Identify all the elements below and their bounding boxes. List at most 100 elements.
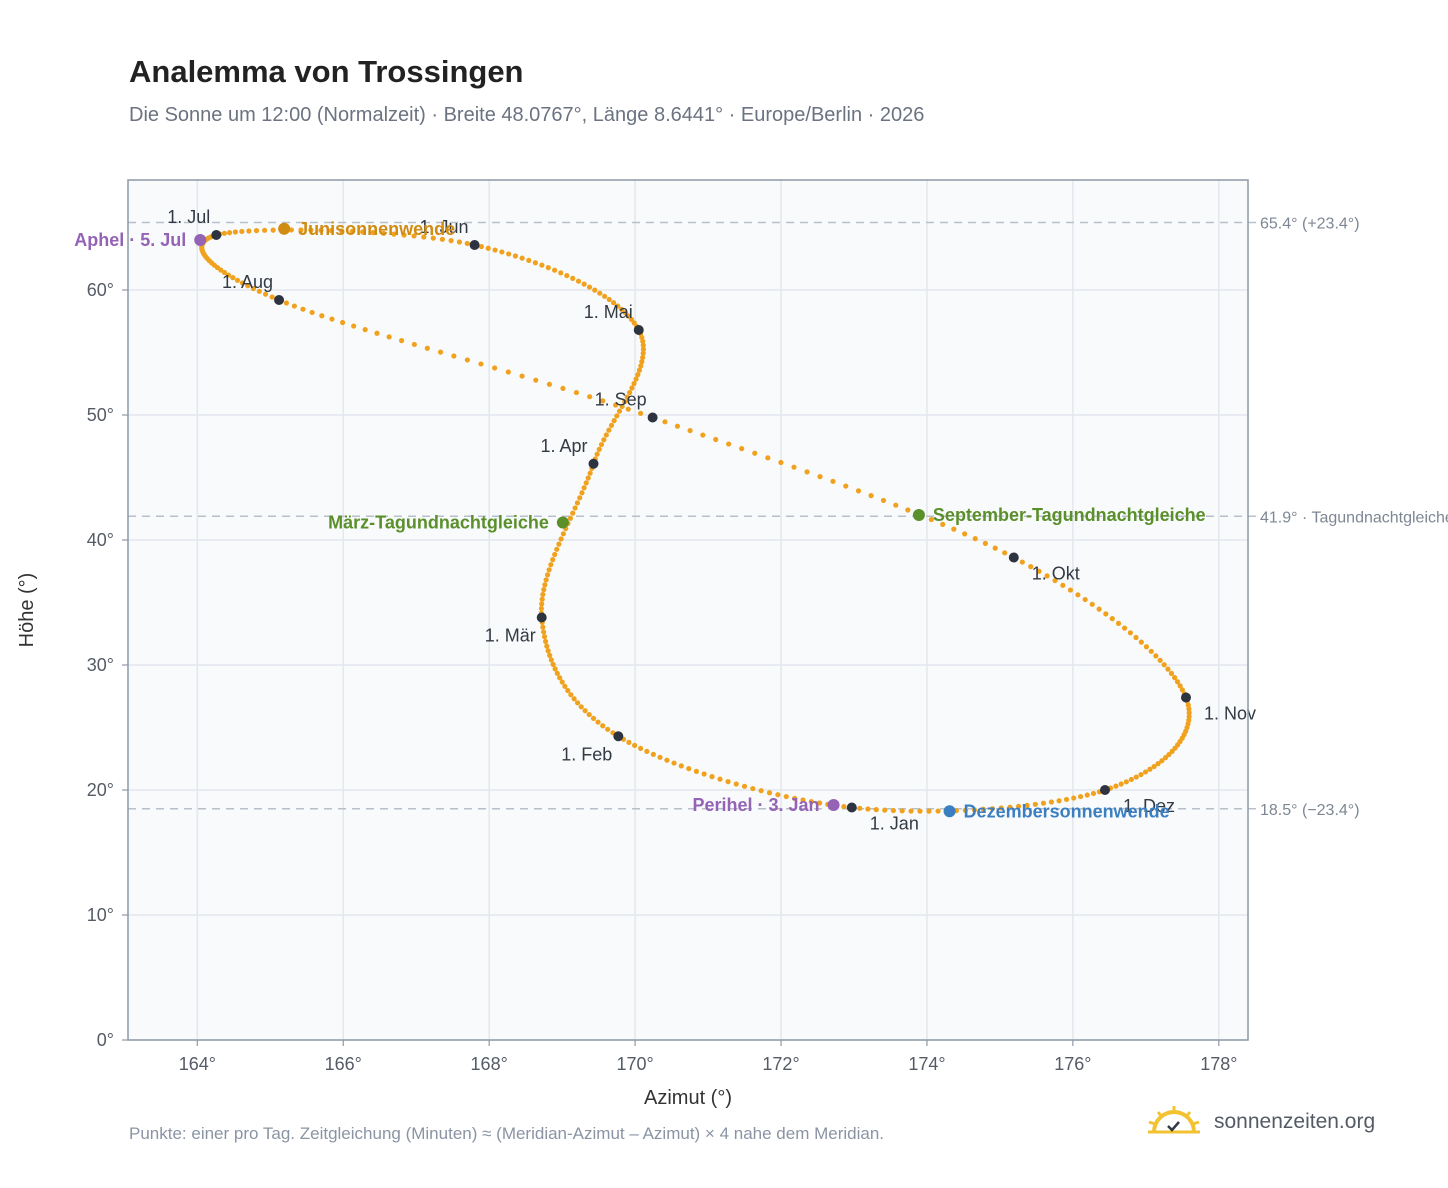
day-point bbox=[639, 359, 645, 365]
day-point bbox=[792, 795, 798, 801]
day-point bbox=[386, 334, 392, 340]
day-point bbox=[1063, 796, 1070, 803]
day-point bbox=[739, 446, 745, 452]
day-point bbox=[492, 247, 498, 253]
day-point bbox=[551, 267, 558, 273]
day-point bbox=[631, 380, 637, 387]
day-point bbox=[657, 754, 663, 760]
day-point bbox=[1071, 795, 1077, 801]
day-point bbox=[519, 255, 525, 261]
day-point bbox=[1153, 653, 1159, 659]
day-point bbox=[594, 451, 600, 457]
day-point bbox=[577, 495, 583, 501]
day-point bbox=[492, 365, 498, 371]
day-point bbox=[595, 719, 601, 725]
day-point bbox=[380, 230, 387, 236]
day-point bbox=[374, 330, 380, 336]
footnote: Punkte: einer pro Tag. Zeitgleichung (Mi… bbox=[129, 1124, 885, 1143]
day-point bbox=[1036, 568, 1042, 574]
y-tick-label: 20° bbox=[87, 780, 114, 800]
day-point bbox=[765, 455, 771, 461]
special-label: Junisonnenwende bbox=[298, 219, 455, 239]
day-point bbox=[619, 403, 625, 410]
special-marker bbox=[943, 805, 956, 818]
day-point bbox=[635, 372, 641, 378]
x-tick-label: 178° bbox=[1200, 1054, 1237, 1074]
chart-title: Analemma von Trossingen bbox=[129, 54, 524, 89]
day-point bbox=[308, 227, 314, 233]
day-point bbox=[917, 808, 923, 814]
day-point bbox=[855, 488, 862, 494]
day-point bbox=[1174, 679, 1181, 685]
day-point bbox=[567, 515, 573, 521]
day-point bbox=[882, 807, 888, 813]
day-point bbox=[541, 629, 547, 635]
day-point bbox=[989, 806, 995, 812]
special-label: September-Tagundnachtgleiche bbox=[933, 505, 1206, 525]
day-point bbox=[1089, 601, 1095, 607]
day-point bbox=[291, 303, 297, 309]
day-point bbox=[597, 290, 603, 296]
day-point bbox=[586, 284, 593, 290]
day-point bbox=[370, 230, 376, 236]
special-label: Perihel · 3. Jan bbox=[693, 795, 820, 815]
day-point bbox=[269, 294, 275, 300]
day-point bbox=[1096, 606, 1102, 612]
day-point bbox=[725, 779, 731, 785]
day-point bbox=[329, 316, 335, 322]
month-marker bbox=[274, 295, 285, 305]
day-point bbox=[905, 507, 911, 513]
day-point bbox=[590, 715, 597, 721]
day-point bbox=[644, 748, 650, 755]
day-point bbox=[640, 346, 647, 352]
day-point bbox=[750, 785, 756, 792]
brand-name[interactable]: sonnenzeiten.org bbox=[1214, 1110, 1376, 1133]
month-label: 1. Aug bbox=[222, 272, 273, 292]
day-point bbox=[622, 399, 628, 405]
month-marker bbox=[588, 458, 599, 469]
day-point bbox=[573, 389, 579, 396]
month-marker bbox=[647, 412, 658, 423]
day-point bbox=[766, 790, 773, 796]
x-tick-label: 168° bbox=[471, 1054, 508, 1074]
x-tick-label: 164° bbox=[179, 1054, 216, 1074]
day-point bbox=[557, 675, 563, 681]
day-point bbox=[583, 480, 589, 486]
day-point bbox=[816, 800, 823, 806]
day-point bbox=[519, 373, 525, 379]
day-point bbox=[640, 350, 646, 356]
day-point bbox=[628, 316, 635, 323]
day-point bbox=[713, 436, 719, 443]
day-point bbox=[928, 516, 934, 523]
day-point bbox=[319, 313, 325, 319]
x-tick-label: 170° bbox=[616, 1054, 653, 1074]
day-point bbox=[880, 497, 887, 504]
day-point bbox=[926, 808, 932, 814]
day-point bbox=[1090, 790, 1097, 797]
day-point bbox=[752, 450, 758, 456]
day-point bbox=[693, 768, 699, 774]
brand[interactable]: sonnenzeiten.org bbox=[1146, 1104, 1375, 1140]
day-point bbox=[1172, 675, 1178, 681]
x-tick-label: 176° bbox=[1054, 1054, 1091, 1074]
day-point bbox=[940, 521, 946, 527]
day-point bbox=[709, 774, 715, 780]
day-point bbox=[540, 591, 546, 598]
day-point bbox=[256, 288, 262, 294]
reference-line-label: 65.4° (+23.4°) bbox=[1260, 216, 1360, 233]
day-point bbox=[582, 708, 588, 714]
day-point bbox=[218, 267, 224, 273]
month-marker bbox=[633, 325, 644, 335]
day-point bbox=[893, 502, 899, 508]
day-point bbox=[478, 243, 485, 250]
day-point bbox=[741, 783, 748, 789]
day-point bbox=[309, 309, 315, 316]
chart-subtitle: Die Sonne um 12:00 (Normalzeit) · Breite… bbox=[129, 104, 925, 126]
day-point bbox=[578, 704, 584, 710]
day-point bbox=[318, 227, 324, 233]
axis-ticks: 164° 166° 168° 170° 172° 174° 176° 178° 0° 10° 20°… bbox=[87, 280, 1238, 1074]
day-point bbox=[362, 327, 368, 333]
day-point bbox=[538, 605, 545, 612]
special-marker bbox=[827, 799, 840, 811]
day-point bbox=[585, 475, 591, 481]
